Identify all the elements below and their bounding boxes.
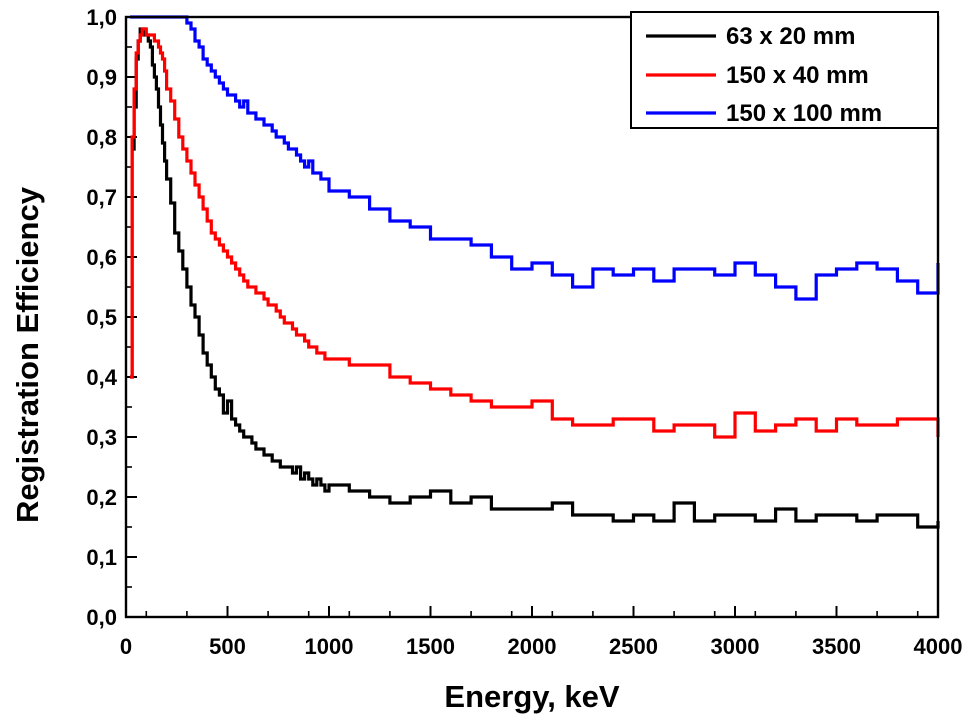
y-tick-label: 1,0 [86,5,117,30]
x-tick-label: 2500 [609,634,658,659]
series-line [130,27,940,439]
series-line [130,15,940,301]
x-tick-label: 3500 [812,634,861,659]
x-tick-label: 4000 [914,634,963,659]
x-axis-title: Energy, keV [444,679,620,714]
y-tick-label: 0,9 [86,65,117,90]
x-tick-label: 2000 [508,634,557,659]
series-line [130,27,940,529]
legend-label: 150 x 40 mm [726,62,869,89]
y-tick-label: 0,4 [86,365,117,390]
legend: 63 x 20 mm 150 x 40 mm 150 x 100 mm [630,11,939,129]
x-tick-label: 500 [209,634,246,659]
series-lines [130,15,940,529]
y-tick-label: 0,7 [86,185,117,210]
x-tick-label: 0 [120,634,132,659]
y-tick-label: 0,3 [86,425,117,450]
x-tick-label: 3000 [711,634,760,659]
y-tick-label: 0,5 [86,305,117,330]
y-tick-label: 0,1 [86,545,117,570]
x-tick-label: 1000 [305,634,354,659]
plot-frame [124,15,940,619]
y-tick-label: 0,6 [86,245,117,270]
tick-labels: 0 500 1000 1500 2000 2500 3000 3500 4000 0,0 0,1 0,… [86,5,962,659]
legend-label: 63 x 20 mm [726,23,855,50]
y-tick-label: 0,0 [86,605,117,630]
y-tick-label: 0,2 [86,485,117,510]
x-tick-label: 1500 [406,634,455,659]
legend-box [630,11,939,129]
legend-label: 150 x 100 mm [726,100,882,127]
y-axis-title: Registration Efficiency [10,186,45,523]
y-tick-label: 0,8 [86,125,117,150]
